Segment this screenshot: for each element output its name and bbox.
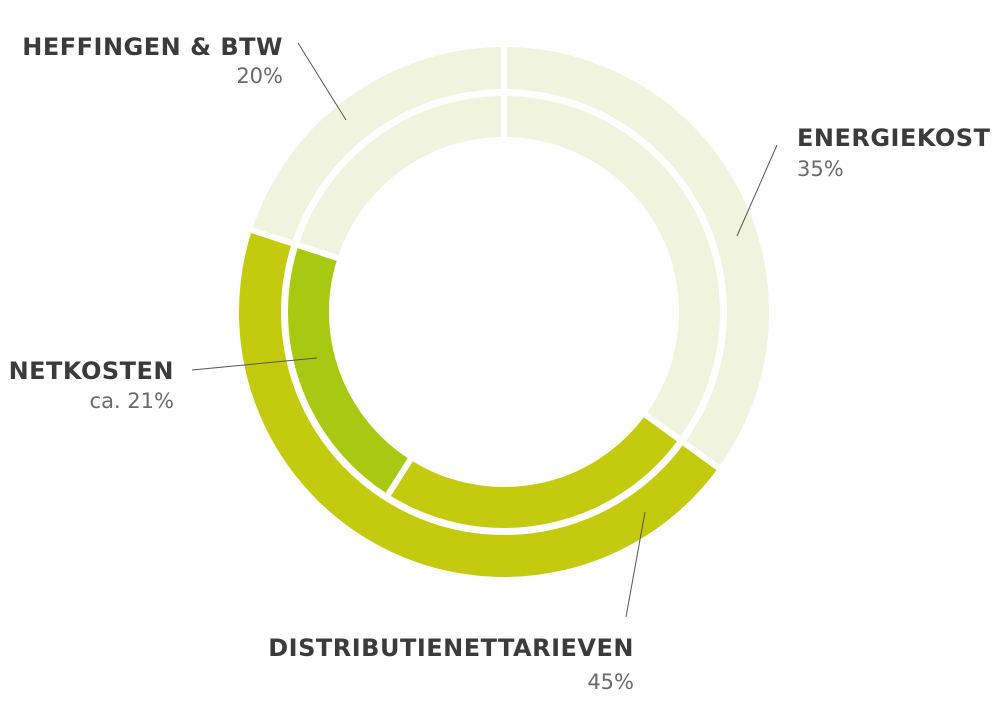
label-heffingen-value: 20% [236,64,283,88]
inner-ring [282,89,726,534]
leader-line-netkosten [191,357,318,371]
label-netkosten-name: NETKOSTEN [9,357,174,385]
leader-line-heffingen [297,42,347,121]
label-netkosten-value: ca. 21% [90,389,174,413]
label-distributie-name: DISTRIBUTIENETTARIEVEN [268,634,634,662]
label-energiekost-value: 35% [797,157,844,181]
label-energiekost-name: ENERGIEKOST [797,124,991,152]
leader-line-energiekost [736,144,778,237]
label-distributie-value: 45% [587,670,634,694]
leader-line-distributie [625,511,646,618]
inner-slice-heffingen-and-btw [291,89,507,263]
inner-slice-energiekost [501,89,726,445]
label-heffingen-name: HEFFINGEN & BTW [22,33,283,61]
